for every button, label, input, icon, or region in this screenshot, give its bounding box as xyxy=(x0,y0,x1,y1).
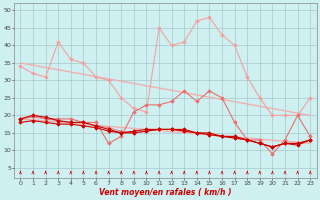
X-axis label: Vent moyen/en rafales ( km/h ): Vent moyen/en rafales ( km/h ) xyxy=(99,188,232,197)
